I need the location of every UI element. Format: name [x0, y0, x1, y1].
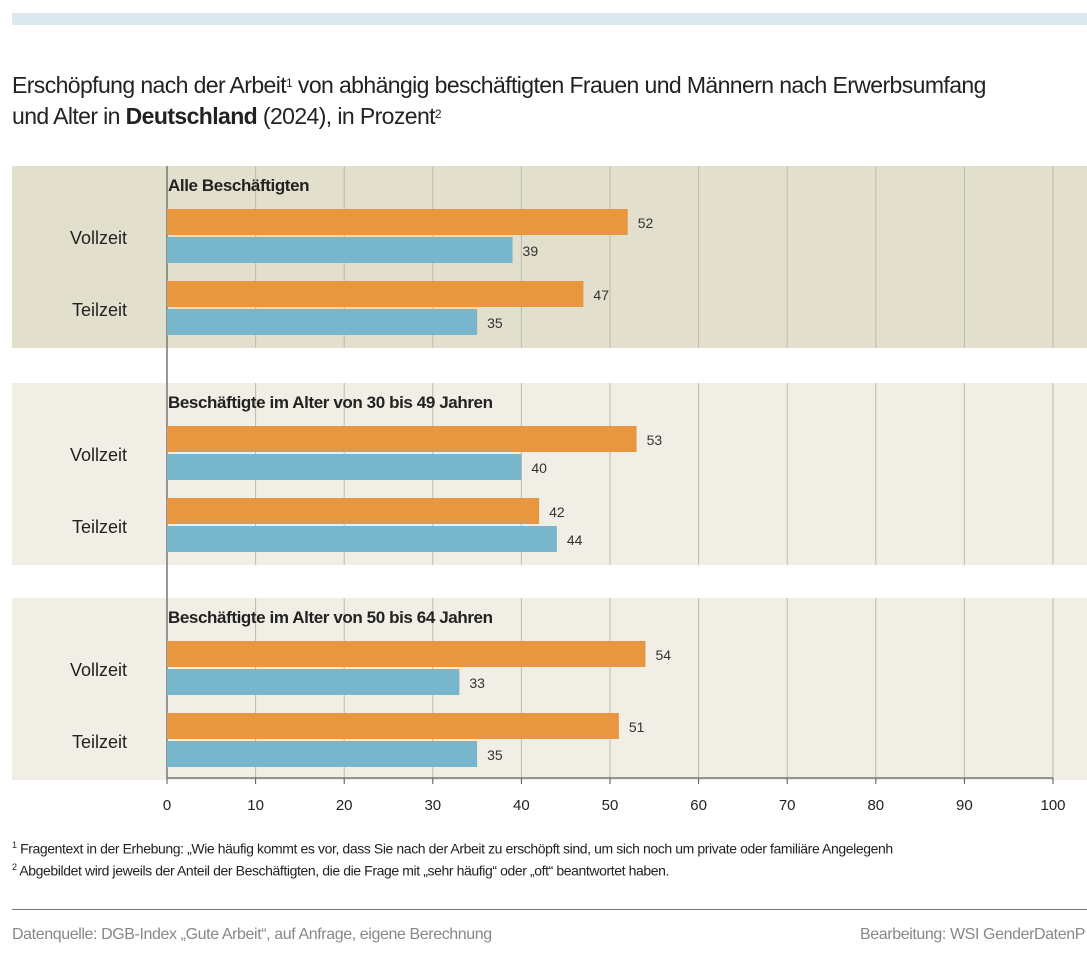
bar-maenner [167, 526, 557, 552]
bar-frauen [167, 281, 584, 307]
x-tick-label: 30 [424, 797, 441, 814]
bar-chart: 0 10 20 30 40 50 60 70 80 90 100 Alle Beschäftigten… [12, 166, 1087, 814]
x-tick-label: 50 [602, 797, 619, 814]
data-label: 35 [487, 747, 503, 763]
category-label: Vollzeit [70, 228, 127, 248]
data-label: 52 [638, 215, 654, 231]
bar-frauen [167, 426, 637, 452]
category-label: Teilzeit [72, 732, 127, 752]
x-tick-label: 40 [513, 797, 530, 814]
panel-title: Alle Beschäftigten [168, 176, 309, 195]
x-tick-label: 80 [867, 797, 884, 814]
category-label: Teilzeit [72, 300, 127, 320]
data-label: 33 [469, 675, 485, 691]
top-band [12, 13, 1087, 25]
bar-maenner [167, 454, 522, 480]
bar-maenner [167, 669, 460, 695]
x-tick-label: 100 [1040, 797, 1065, 814]
bar-frauen [167, 498, 540, 524]
category-label: Teilzeit [72, 517, 127, 537]
data-label: 40 [531, 460, 547, 476]
data-label: 35 [487, 315, 503, 331]
x-tick-label: 70 [779, 797, 796, 814]
panel-title: Beschäftigte im Alter von 50 bis 64 Jahr… [168, 608, 493, 627]
category-label: Vollzeit [70, 660, 127, 680]
bar-frauen [167, 713, 619, 739]
data-label: 39 [523, 243, 539, 259]
panel-title: Beschäftigte im Alter von 30 bis 49 Jahr… [168, 393, 493, 412]
data-label: 53 [647, 432, 663, 448]
x-tick-label: 10 [247, 797, 264, 814]
data-label: 47 [593, 287, 609, 303]
data-label: 54 [655, 647, 671, 663]
chart-title: Erschöpfung nach der Arbeit1 von abhängi… [12, 72, 986, 129]
footnote-2: 2 Abgebildet wird jeweils der Anteil der… [12, 862, 670, 879]
bar-maenner [167, 309, 478, 335]
x-tick-label: 90 [956, 797, 973, 814]
source-text: Datenquelle: DGB-Index „Gute Arbeit“, au… [12, 926, 492, 943]
data-label: 51 [629, 719, 645, 735]
data-label: 42 [549, 504, 565, 520]
bar-maenner [167, 237, 513, 263]
x-tick-label: 60 [690, 797, 707, 814]
x-tick-label: 20 [336, 797, 353, 814]
x-tick-label: 0 [163, 797, 171, 814]
divider [12, 909, 1087, 910]
data-label: 44 [567, 532, 583, 548]
footnote-1: 1 Fragentext in der Erhebung: „Wie häufi… [12, 840, 893, 857]
bar-frauen [167, 209, 628, 235]
credit-text: Bearbeitung: WSI GenderDatenP [860, 926, 1085, 943]
category-label: Vollzeit [70, 445, 127, 465]
bar-frauen [167, 641, 646, 667]
bar-maenner [167, 741, 478, 767]
